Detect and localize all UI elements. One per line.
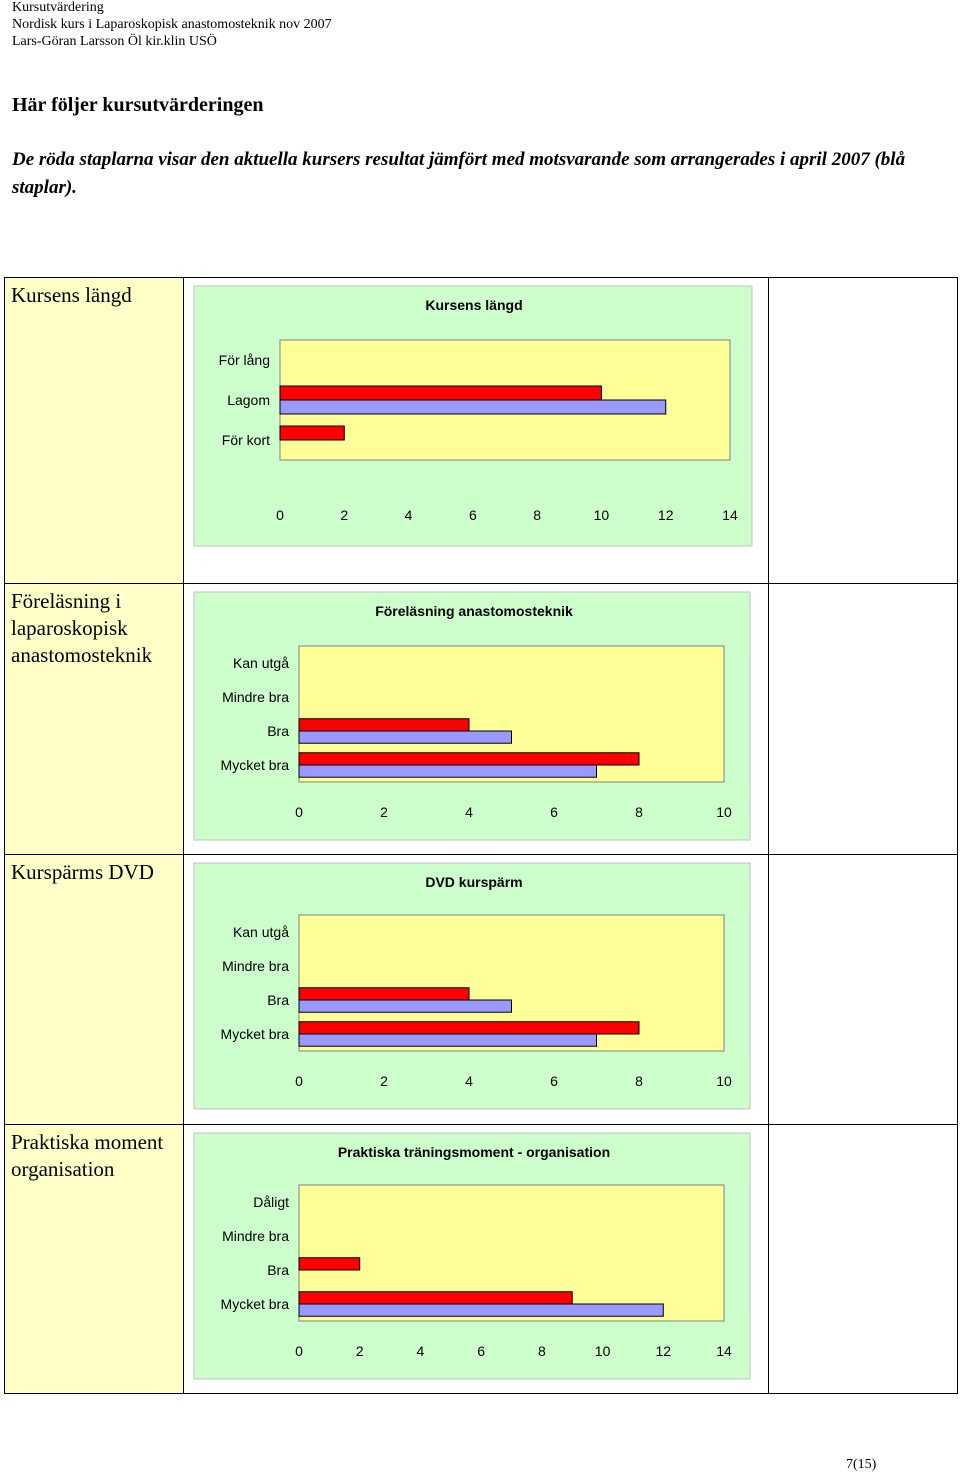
header-line-1: Kursutvärdering	[12, 0, 104, 15]
category-label: Mindre bra	[222, 689, 289, 705]
header-line-3: Lars-Göran Larsson Öl kir.klin USÖ	[12, 34, 217, 49]
bar	[298, 987, 470, 1001]
tick-label: 8	[533, 507, 541, 523]
tick-label: 6	[477, 1343, 485, 1359]
bar	[298, 1257, 361, 1271]
category-label: För lång	[219, 352, 270, 368]
chart-kursens-langd: Kursens längd För lång Lagom För kort 0 2 4 6 8 1…	[193, 285, 753, 547]
category-label: Lagom	[227, 392, 270, 408]
tick-label: 0	[295, 804, 303, 820]
tick-label: 2	[340, 507, 348, 523]
bar	[279, 385, 602, 401]
row-label-cell: Kursens längd	[4, 277, 184, 584]
category-label: För kort	[222, 432, 270, 448]
page-number: 7(15)	[846, 1457, 877, 1472]
bar	[298, 764, 597, 778]
evaluation-table: Kursens längd Kursens längd För lång Lagom…	[4, 277, 958, 1394]
chart-cell: Föreläsning anastomosteknik Kan utgå Mindr…	[183, 583, 769, 855]
category-label: Bra	[267, 1262, 289, 1278]
bar	[298, 1033, 597, 1047]
category-label: Bra	[267, 992, 289, 1008]
category-label: Bra	[267, 723, 289, 739]
tick-label: 6	[550, 804, 558, 820]
category-label: Dåligt	[253, 1194, 289, 1210]
row-label-cell: Föreläsning i laparoskopisk anastomostek…	[4, 583, 184, 855]
tick-label: 2	[356, 1343, 364, 1359]
empty-cell	[768, 583, 958, 855]
chart-cell: Praktiska träningsmoment - organisation D…	[183, 1124, 769, 1394]
tick-label: 0	[295, 1073, 303, 1089]
tick-label: 2	[380, 1073, 388, 1089]
category-label: Mycket bra	[221, 757, 290, 773]
empty-cell	[768, 854, 958, 1125]
category-label: Mindre bra	[222, 958, 289, 974]
chart-praktiska-moment: Praktiska träningsmoment - organisation D…	[193, 1132, 751, 1380]
bar	[298, 730, 512, 744]
row-label: Kursens längd	[11, 283, 132, 307]
tick-label: 6	[469, 507, 477, 523]
tick-label: 10	[594, 507, 610, 523]
intro-text: De röda staplarna visar den aktuella kur…	[12, 149, 906, 198]
category-label: Mindre bra	[222, 1228, 289, 1244]
empty-cell	[768, 1124, 958, 1394]
row-label-cell: Kurspärms DVD	[4, 854, 184, 1125]
bar	[298, 999, 512, 1013]
tick-label: 2	[380, 804, 388, 820]
bar	[279, 425, 345, 441]
chart-dvd-kursparm: DVD kurspärm Kan utgå Mindre bra Bra Mycket …	[193, 862, 751, 1110]
tick-label: 8	[635, 804, 643, 820]
row-label-cell: Praktiska moment organisation	[4, 1124, 184, 1394]
chart-forelasning: Föreläsning anastomosteknik Kan utgå Mindr…	[193, 591, 751, 841]
tick-label: 8	[635, 1073, 643, 1089]
tick-label: 8	[538, 1343, 546, 1359]
category-label: Mycket bra	[221, 1296, 290, 1312]
chart-title: Kursens längd	[425, 297, 522, 313]
tick-label: 10	[595, 1343, 611, 1359]
bar	[279, 399, 667, 415]
tick-label: 12	[655, 1343, 671, 1359]
chart-cell: Kursens längd För lång Lagom För kort 0 2 4 6 8 1…	[183, 277, 769, 584]
tick-label: 4	[465, 804, 473, 820]
bar	[298, 752, 640, 766]
tick-label: 14	[722, 507, 738, 523]
page-heading: Här följer kursutvärderingen	[12, 94, 264, 116]
category-label: Mycket bra	[221, 1026, 290, 1042]
chart-title: Föreläsning anastomosteknik	[375, 603, 573, 619]
tick-label: 14	[716, 1343, 732, 1359]
tick-label: 4	[405, 507, 413, 523]
header-line-2: Nordisk kurs i Laparoskopisk anastomoste…	[12, 17, 332, 32]
bar	[298, 1291, 573, 1305]
tick-label: 4	[417, 1343, 425, 1359]
tick-label: 10	[716, 1073, 732, 1089]
row-label: Kurspärms DVD	[11, 860, 154, 884]
tick-label: 12	[658, 507, 674, 523]
row-label: Föreläsning i laparoskopisk anastomostek…	[11, 589, 153, 667]
bar	[298, 718, 470, 732]
empty-cell	[768, 277, 958, 584]
tick-label: 0	[295, 1343, 303, 1359]
tick-label: 4	[465, 1073, 473, 1089]
chart-title: DVD kurspärm	[425, 874, 522, 890]
bar	[298, 1303, 664, 1317]
tick-label: 10	[716, 804, 732, 820]
tick-label: 6	[550, 1073, 558, 1089]
chart-cell: DVD kurspärm Kan utgå Mindre bra Bra Mycket …	[183, 854, 769, 1125]
category-label: Kan utgå	[233, 924, 289, 940]
category-label: Kan utgå	[233, 655, 289, 671]
row-label: Praktiska moment organisation	[11, 1130, 164, 1181]
tick-label: 0	[276, 507, 284, 523]
chart-title: Praktiska träningsmoment - organisation	[338, 1144, 610, 1160]
bar	[298, 1021, 640, 1035]
